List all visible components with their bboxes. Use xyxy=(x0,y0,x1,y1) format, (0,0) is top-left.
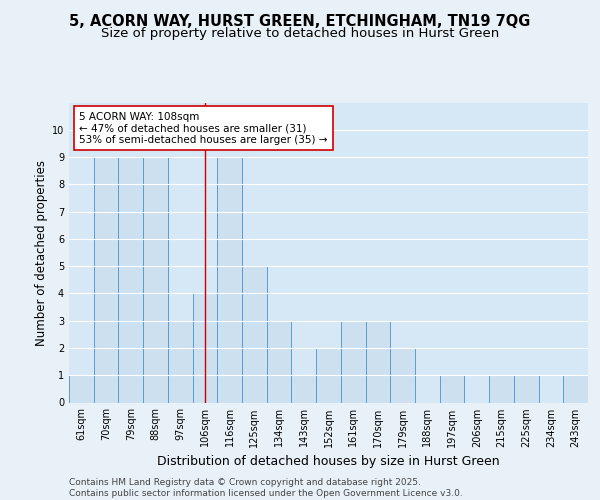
Bar xyxy=(341,320,365,402)
Text: Contains HM Land Registry data © Crown copyright and database right 2025.
Contai: Contains HM Land Registry data © Crown c… xyxy=(69,478,463,498)
Y-axis label: Number of detached properties: Number of detached properties xyxy=(35,160,48,346)
Bar xyxy=(69,375,94,402)
Bar xyxy=(292,375,316,402)
Bar xyxy=(267,320,292,402)
Bar xyxy=(94,157,118,402)
Bar xyxy=(118,157,143,402)
Bar xyxy=(514,375,539,402)
Text: 5 ACORN WAY: 108sqm
← 47% of detached houses are smaller (31)
53% of semi-detach: 5 ACORN WAY: 108sqm ← 47% of detached ho… xyxy=(79,112,328,144)
Bar xyxy=(390,348,415,403)
Bar xyxy=(193,294,217,403)
Bar xyxy=(440,375,464,402)
Bar xyxy=(143,157,168,402)
Bar xyxy=(563,375,588,402)
Bar xyxy=(168,320,193,402)
Bar xyxy=(242,266,267,402)
Bar xyxy=(316,348,341,403)
Bar xyxy=(217,157,242,402)
X-axis label: Distribution of detached houses by size in Hurst Green: Distribution of detached houses by size … xyxy=(157,455,500,468)
Text: Size of property relative to detached houses in Hurst Green: Size of property relative to detached ho… xyxy=(101,28,499,40)
Bar xyxy=(365,320,390,402)
Text: 5, ACORN WAY, HURST GREEN, ETCHINGHAM, TN19 7QG: 5, ACORN WAY, HURST GREEN, ETCHINGHAM, T… xyxy=(70,14,530,29)
Bar xyxy=(489,375,514,402)
